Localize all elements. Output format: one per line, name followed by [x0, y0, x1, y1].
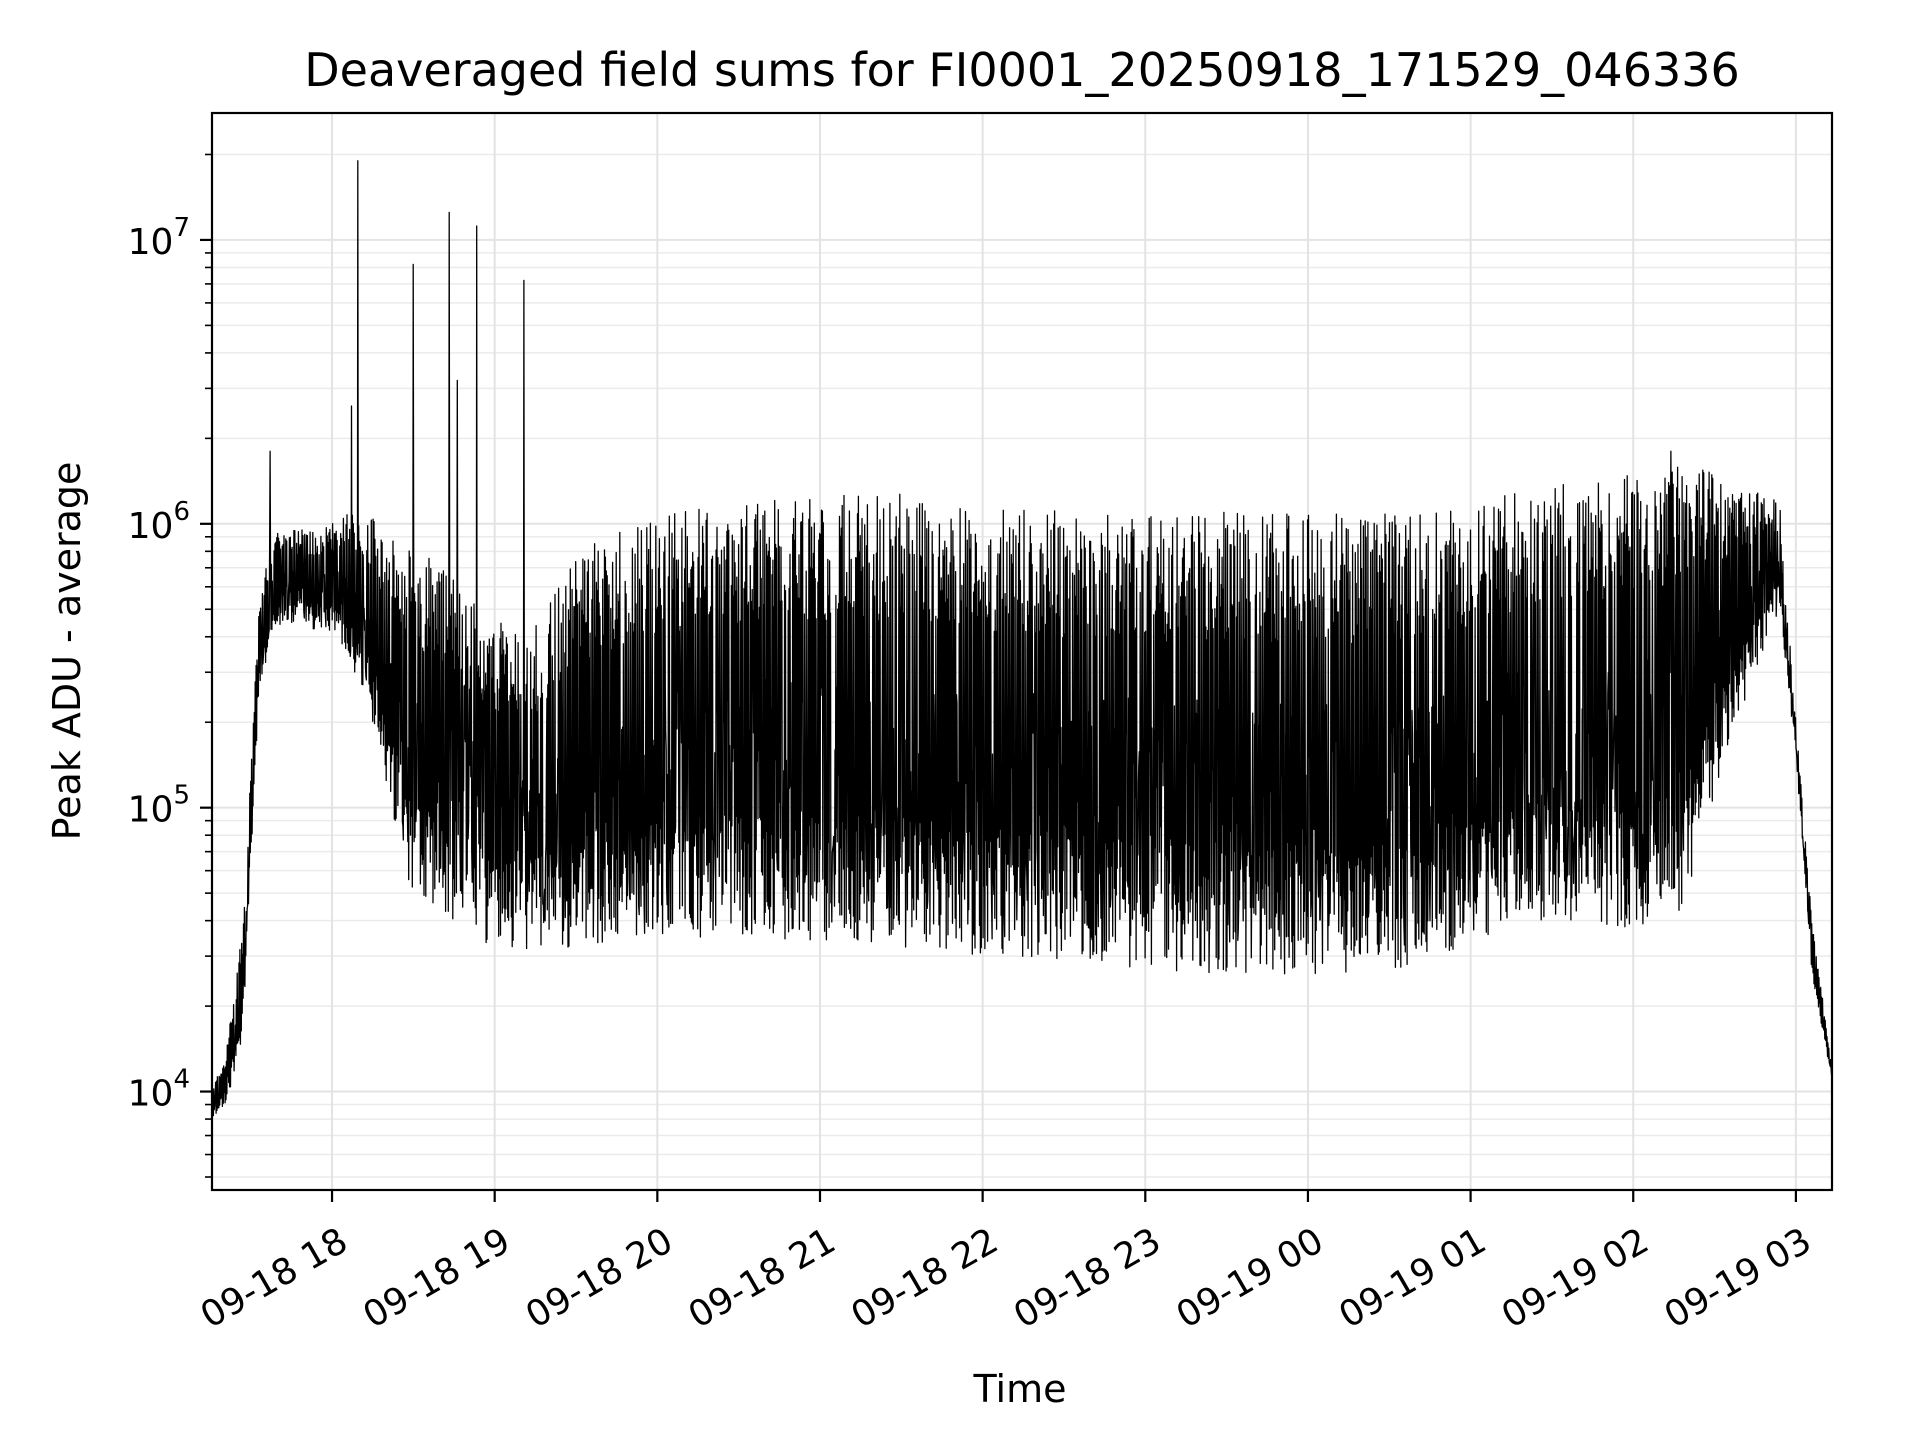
- y-tick-label-exponent: 6: [173, 497, 190, 527]
- y-tick-label-base: 10: [128, 506, 174, 547]
- y-tick-label-exponent: 7: [173, 213, 190, 243]
- chart-title: Deaveraged field sums for FI0001_2025091…: [304, 43, 1740, 97]
- y-tick-label-base: 10: [128, 222, 174, 263]
- series-layer: [211, 160, 1833, 1117]
- y-tick-label-base: 10: [128, 1074, 174, 1115]
- x-axis-label: Time: [973, 1367, 1067, 1411]
- y-tick-label-exponent: 5: [173, 781, 190, 811]
- y-tick-label-exponent: 4: [173, 1065, 190, 1095]
- y-tick-label: 107: [128, 213, 190, 263]
- y-tick-label-base: 10: [128, 790, 174, 831]
- y-tick-label: 104: [128, 1065, 190, 1115]
- y-tick-label: 105: [128, 781, 190, 831]
- y-axis-label: Peak ADU - average: [45, 462, 89, 841]
- series-line: [211, 160, 1833, 1117]
- y-tick-label: 106: [128, 497, 190, 547]
- plot-frame: [210, 111, 1834, 1192]
